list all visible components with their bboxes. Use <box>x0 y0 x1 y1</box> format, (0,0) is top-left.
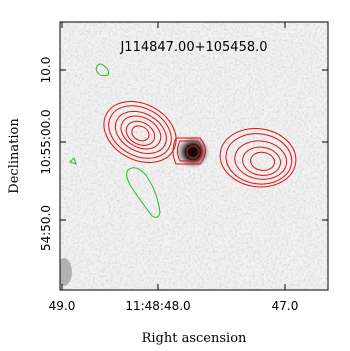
radio-contours <box>103 101 297 188</box>
green-contours <box>69 63 161 218</box>
y-tick-label: 10:55:00.0 <box>39 109 53 174</box>
plot-frame <box>59 21 329 291</box>
x-tick-label: 11:48:48.0 <box>125 299 190 313</box>
y-tick-label: 10.0 <box>39 57 53 84</box>
y-tick-label: 54:50.0 <box>39 205 53 251</box>
tick-marks <box>60 22 328 290</box>
sky-image <box>60 22 328 290</box>
x-tick-label: 49.0 <box>49 299 76 313</box>
image-title: J114847.00+105458.0 <box>119 40 267 55</box>
x-tick-label: 47.0 <box>272 299 299 313</box>
x-axis-label: Right ascension <box>142 331 247 346</box>
y-axis-label: Declination <box>7 118 22 194</box>
